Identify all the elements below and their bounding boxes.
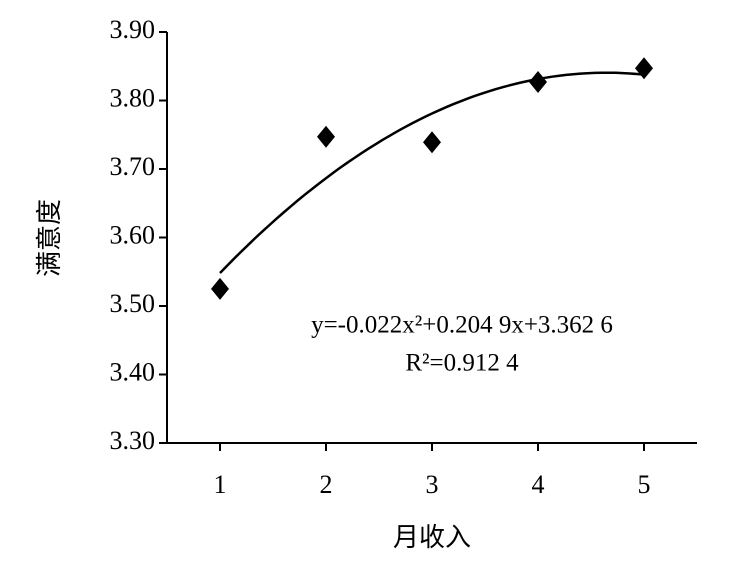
point [635, 57, 653, 80]
x-tick-label: 1 [214, 470, 227, 499]
x-tick-label: 3 [426, 470, 439, 499]
point [211, 277, 229, 300]
y-tick-label: 3.90 [110, 15, 156, 44]
r-squared: R²=0.912 4 [405, 350, 519, 377]
trend-curve [219, 71, 645, 274]
equation: y=-0.022x²+0.204 9x+3.362 6 [311, 312, 613, 339]
point [423, 131, 441, 154]
x-tick-label: 5 [638, 470, 651, 499]
y-tick-label: 3.30 [110, 426, 156, 455]
y-tick-label: 3.60 [110, 220, 156, 249]
y-tick-label: 3.50 [110, 289, 156, 318]
y-tick-label: 3.40 [110, 357, 156, 386]
x-tick-label: 2 [320, 470, 333, 499]
point [529, 71, 547, 94]
y-tick-label: 3.80 [110, 83, 156, 112]
y-tick-label: 3.70 [110, 152, 156, 181]
x-axis-label: 月收入 [393, 523, 471, 552]
y-axis-label: 满意度 [35, 199, 64, 277]
x-tick-label: 4 [532, 470, 545, 499]
point [317, 125, 335, 148]
